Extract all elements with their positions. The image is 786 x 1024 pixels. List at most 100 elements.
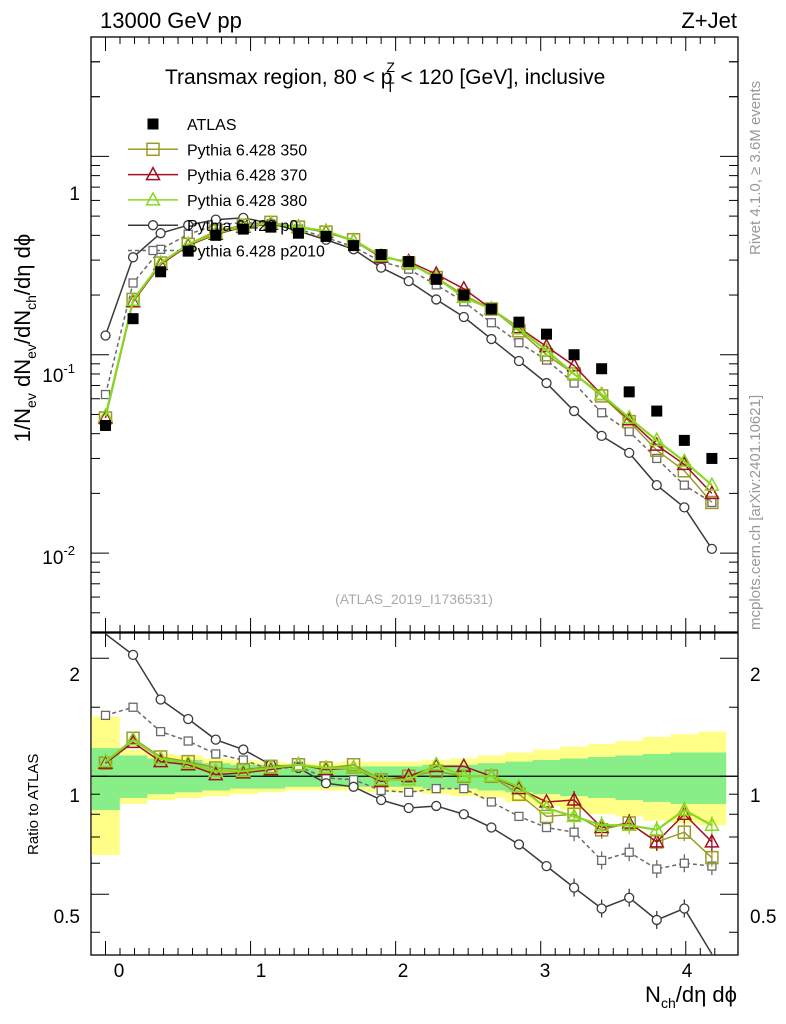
- legend-marker: [146, 142, 160, 157]
- ratio-point: [705, 850, 719, 865]
- data-point: [237, 223, 249, 235]
- ratio-point: [541, 860, 552, 872]
- data-point: [624, 447, 635, 459]
- data-point: [100, 330, 111, 341]
- ratio-point: [180, 754, 196, 769]
- series-atlas: [100, 221, 718, 464]
- caption-sub: T: [386, 79, 395, 95]
- ratio-tick-label-0p5-right: 0.5: [750, 907, 776, 928]
- data-point: [486, 318, 497, 328]
- main-caption: Transmax region, 80 < pZ T < 120 [GeV], i…: [165, 59, 605, 95]
- ratio-point: [207, 762, 224, 777]
- x-tick-label-1: 1: [256, 961, 267, 982]
- ratio-point: [486, 822, 497, 833]
- caption-tail: < 120 [GeV], inclusive: [395, 66, 606, 89]
- ratio-point: [375, 794, 387, 806]
- top-panel-frame: [90, 36, 739, 633]
- ratio-point: [207, 766, 224, 781]
- ratio-panel-series: [97, 633, 720, 955]
- data-point: [430, 273, 442, 285]
- ratio-point: [210, 734, 221, 745]
- data-point: [596, 430, 607, 441]
- ratio-point: [624, 847, 634, 857]
- ratio-point: [651, 914, 662, 926]
- ratio-point: [346, 758, 361, 772]
- data-point: [210, 229, 222, 241]
- ratio-point: [290, 756, 307, 771]
- ratio-point: [513, 839, 525, 850]
- ratio-point: [183, 713, 194, 725]
- ratio-point: [348, 781, 359, 792]
- ratio-point: [235, 762, 252, 777]
- ratio-line: [104, 738, 713, 832]
- data-point: [541, 377, 552, 389]
- legend-marker: [148, 245, 158, 256]
- ratio-point: [458, 809, 469, 820]
- data-point: [621, 411, 637, 426]
- ratio-point: [677, 825, 692, 839]
- data-point: [127, 313, 139, 325]
- data-point: [127, 252, 139, 263]
- ratio-point: [100, 710, 111, 721]
- data-point: [704, 476, 720, 491]
- ratio-point: [652, 864, 662, 874]
- side-label-rivet: Rivet 4.1.0, ≥ 3.6M events: [747, 81, 764, 255]
- ratio-point: [211, 749, 221, 759]
- ratio-point: [566, 791, 582, 806]
- data-point: [403, 256, 415, 268]
- ratio-point: [704, 833, 720, 848]
- ratio-point: [679, 903, 690, 914]
- data-point: [568, 349, 580, 361]
- ratio-point: [624, 892, 635, 903]
- caption-head: Transmax region, 80 < p: [165, 66, 392, 89]
- ratio-point: [320, 778, 332, 789]
- band-inner-bin: [587, 756, 616, 799]
- legend-label: Pythia 6.428 350: [187, 142, 307, 159]
- ratio-point: [511, 778, 527, 793]
- ratio-point: [155, 694, 166, 705]
- data-point: [678, 434, 690, 446]
- data-point: [679, 480, 689, 490]
- data-point: [566, 365, 582, 380]
- ratio-point: [486, 797, 497, 807]
- ratio-point: [676, 801, 693, 816]
- ratio-point: [679, 858, 689, 868]
- data-point: [403, 275, 414, 287]
- ratio-point: [127, 649, 139, 661]
- data-point: [486, 333, 497, 345]
- ratio-point: [538, 799, 555, 814]
- band-inner-bin: [532, 760, 561, 795]
- ratio-point: [566, 807, 582, 823]
- ratio-point: [263, 759, 279, 774]
- ratio-point: [431, 783, 441, 794]
- data-point: [431, 294, 442, 305]
- data-point: [128, 278, 138, 288]
- top-panel-series: [97, 212, 720, 555]
- band-inner-bin: [670, 752, 699, 804]
- y-axis-label-bottom: Ratio to ATLAS: [25, 754, 42, 855]
- ratio-point: [345, 759, 362, 774]
- ratio-point: [400, 767, 417, 783]
- ratio-point: [404, 787, 414, 797]
- caption-sup: Z: [386, 59, 395, 75]
- x-axis-label: Nch/dη dϕ: [645, 982, 737, 1011]
- ratio-point: [125, 731, 141, 746]
- ratio-point: [539, 809, 554, 824]
- ratio-series-pythia-6-428-380: [97, 731, 720, 839]
- y-tick-label-10m1: 10-1: [42, 361, 75, 387]
- x-tick-label-0: 0: [114, 961, 125, 982]
- data-point: [485, 303, 497, 315]
- ratio-point: [155, 726, 166, 737]
- y-tick-label-1: 1: [69, 184, 80, 205]
- ratio-point: [152, 753, 169, 768]
- ratio-point: [97, 753, 114, 768]
- ratio-point: [403, 802, 414, 814]
- analysis-watermark: (ATLAS_2019_I1736531): [335, 591, 493, 607]
- ratio-tick-label-1: 1: [69, 786, 80, 807]
- data-point: [100, 419, 112, 431]
- data-point: [568, 405, 580, 417]
- data-point: [210, 214, 221, 225]
- data-point: [566, 357, 582, 372]
- legend-marker: [147, 118, 159, 130]
